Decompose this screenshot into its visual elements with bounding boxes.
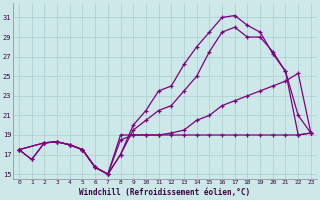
X-axis label: Windchill (Refroidissement éolien,°C): Windchill (Refroidissement éolien,°C) xyxy=(79,188,251,197)
